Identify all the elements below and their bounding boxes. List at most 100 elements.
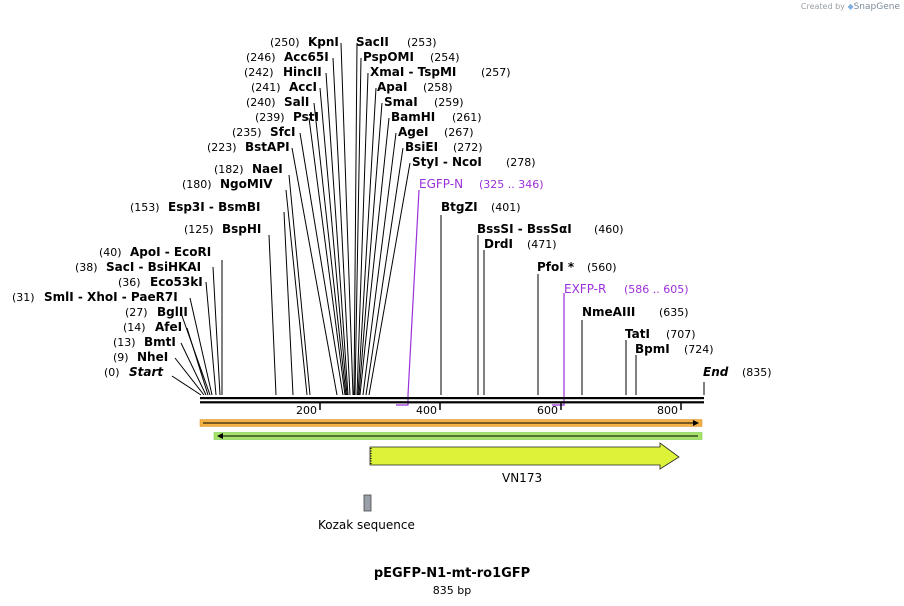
site-eco53ki[interactable]: (36) Eco53kI bbox=[118, 275, 203, 289]
svg-text:PfoI *: PfoI * bbox=[537, 260, 575, 274]
svg-text:(240): (240) bbox=[246, 96, 276, 109]
svg-text:(278): (278) bbox=[506, 156, 536, 169]
site-bamhi[interactable]: BamHI (261) bbox=[391, 110, 482, 124]
svg-text:(635): (635) bbox=[659, 306, 689, 319]
svg-text:(259): (259) bbox=[434, 96, 464, 109]
site-hincii[interactable]: (242) HincII bbox=[244, 65, 322, 79]
primer-exfp-r[interactable]: EXFP-R (586 .. 605) bbox=[552, 282, 689, 406]
svg-text:PspOMI: PspOMI bbox=[363, 50, 414, 64]
snapgene-logo-icon: ◆ bbox=[847, 2, 854, 11]
site-bstapi[interactable]: (223) BstAPI bbox=[207, 140, 290, 154]
svg-text:Eco53kI: Eco53kI bbox=[150, 275, 203, 289]
site-kpni[interactable]: (250) KpnI bbox=[270, 35, 339, 49]
svg-text:DrdI: DrdI bbox=[484, 237, 513, 251]
site-smai[interactable]: SmaI (259) bbox=[384, 95, 464, 109]
svg-text:SacI - BsiHKAI: SacI - BsiHKAI bbox=[106, 260, 201, 274]
site-ngomiv[interactable]: (180) NgoMIV bbox=[182, 177, 273, 191]
svg-text:(724): (724) bbox=[684, 343, 714, 356]
svg-text:EGFP-N: EGFP-N bbox=[419, 177, 463, 191]
bp-ruler: 200 400 600 800 bbox=[296, 403, 682, 417]
site-nmeaiii[interactable]: NmeAIII (635) bbox=[582, 305, 689, 319]
site-sfci[interactable]: (235) SfcI bbox=[232, 125, 295, 139]
site-apai[interactable]: ApaI (258) bbox=[377, 80, 453, 94]
site-tati[interactable]: TatI (707) bbox=[625, 327, 696, 341]
site-styi-ncoi[interactable]: StyI - NcoI (278) bbox=[412, 155, 536, 169]
svg-text:(36): (36) bbox=[118, 276, 141, 289]
svg-text:Start: Start bbox=[129, 365, 164, 379]
svg-text:(223): (223) bbox=[207, 141, 237, 154]
credit-brand: SnapGene bbox=[853, 2, 900, 12]
site-afei[interactable]: (14) AfeI bbox=[123, 320, 182, 334]
svg-text:PstI: PstI bbox=[293, 110, 319, 124]
primer-egfp-n[interactable]: EGFP-N (325 .. 346) bbox=[396, 177, 544, 406]
svg-text:(471): (471) bbox=[527, 238, 557, 251]
svg-text:(258): (258) bbox=[423, 81, 453, 94]
svg-text:XmaI - TspMI: XmaI - TspMI bbox=[370, 65, 456, 79]
site-smli-xhoi-paer7i[interactable]: (31) SmlI - XhoI - PaeR7I bbox=[12, 290, 178, 304]
site-bpmi[interactable]: BpmI (724) bbox=[635, 342, 714, 356]
svg-text:(242): (242) bbox=[244, 66, 274, 79]
site-pfoi[interactable]: PfoI * (560) bbox=[537, 260, 617, 274]
site-naei[interactable]: (182) NaeI bbox=[214, 162, 283, 176]
feature-kozak-sequence[interactable]: Kozak sequence bbox=[318, 494, 415, 532]
site-bsssi-bsssai[interactable]: BssSI - BssSαI (460) bbox=[477, 222, 624, 236]
svg-text:(254): (254) bbox=[430, 51, 460, 64]
svg-text:SmaI: SmaI bbox=[384, 95, 418, 109]
site-agei[interactable]: AgeI (267) bbox=[398, 125, 474, 139]
site-bsphi[interactable]: (125) BspHI bbox=[184, 222, 261, 236]
svg-text:AfeI: AfeI bbox=[155, 320, 182, 334]
svg-text:(253): (253) bbox=[407, 36, 437, 49]
svg-text:BsiEI: BsiEI bbox=[405, 140, 438, 154]
site-sacii[interactable]: SacII (253) bbox=[356, 35, 437, 49]
svg-text:AccI: AccI bbox=[289, 80, 317, 94]
site-bglii[interactable]: (27) BglII bbox=[125, 305, 188, 319]
svg-text:(182): (182) bbox=[214, 163, 244, 176]
svg-text:(9): (9) bbox=[113, 351, 129, 364]
svg-text:Kozak sequence: Kozak sequence bbox=[318, 518, 415, 532]
svg-text:KpnI: KpnI bbox=[308, 35, 339, 49]
svg-text:(38): (38) bbox=[75, 261, 98, 274]
site-xmai-tspmi[interactable]: XmaI - TspMI (257) bbox=[370, 65, 511, 79]
site-esp3i-bsmbi[interactable]: (153) Esp3I - BsmBI bbox=[130, 200, 260, 214]
site-sali[interactable]: (240) SalI bbox=[246, 95, 309, 109]
site-acci[interactable]: (241) AccI bbox=[251, 80, 317, 94]
site-end[interactable]: End (835) bbox=[703, 365, 772, 379]
site-leader-lines bbox=[171, 42, 705, 396]
plasmid-title: pEGFP-N1-mt-ro1GFP bbox=[373, 566, 531, 581]
site-nhei[interactable]: (9) NheI bbox=[113, 350, 168, 364]
svg-text:(261): (261) bbox=[452, 111, 482, 124]
svg-text:(246): (246) bbox=[246, 51, 276, 64]
svg-text:HincII: HincII bbox=[283, 65, 322, 79]
site-saci-bsihkai[interactable]: (38) SacI - BsiHKAI bbox=[75, 260, 201, 274]
svg-text:VN173: VN173 bbox=[502, 471, 542, 485]
svg-text:(235): (235) bbox=[232, 126, 262, 139]
tick-800: 800 bbox=[657, 404, 678, 417]
svg-text:Esp3I - BsmBI: Esp3I - BsmBI bbox=[168, 200, 260, 214]
site-apoi-ecori[interactable]: (40) ApoI - EcoRI bbox=[99, 245, 211, 259]
site-acc65i[interactable]: (246) Acc65I bbox=[246, 50, 329, 64]
svg-text:SmlI - XhoI - PaeR7I: SmlI - XhoI - PaeR7I bbox=[44, 290, 178, 304]
svg-text:(13): (13) bbox=[113, 336, 136, 349]
plasmid-map: (250) KpnI SacII (253) (246) Acc65I PspOMI (… bbox=[12, 35, 772, 532]
green-orf-reverse[interactable] bbox=[213, 432, 703, 440]
site-bmti[interactable]: (13) BmtI bbox=[113, 335, 176, 349]
svg-text:BspHI: BspHI bbox=[222, 222, 261, 236]
svg-text:NmeAIII: NmeAIII bbox=[582, 305, 635, 319]
svg-text:(267): (267) bbox=[444, 126, 474, 139]
svg-text:(325 .. 346): (325 .. 346) bbox=[479, 178, 544, 191]
svg-text:(560): (560) bbox=[587, 261, 617, 274]
tick-400: 400 bbox=[416, 404, 437, 417]
site-psti[interactable]: (239) PstI bbox=[255, 110, 319, 124]
site-drdi[interactable]: DrdI (471) bbox=[484, 237, 557, 251]
tick-200: 200 bbox=[296, 404, 317, 417]
site-pspomi[interactable]: PspOMI (254) bbox=[363, 50, 460, 64]
svg-text:BamHI: BamHI bbox=[391, 110, 435, 124]
svg-text:End: End bbox=[703, 365, 729, 379]
orange-orf-forward[interactable] bbox=[199, 419, 703, 427]
feature-vn173[interactable]: VN173 bbox=[369, 442, 680, 485]
site-start[interactable]: (0) Start bbox=[104, 365, 164, 379]
orf-bands bbox=[199, 419, 703, 440]
site-btgzi[interactable]: BtgZI (401) bbox=[441, 200, 521, 214]
site-bsiei[interactable]: BsiEI (272) bbox=[405, 140, 483, 154]
svg-text:(241): (241) bbox=[251, 81, 281, 94]
